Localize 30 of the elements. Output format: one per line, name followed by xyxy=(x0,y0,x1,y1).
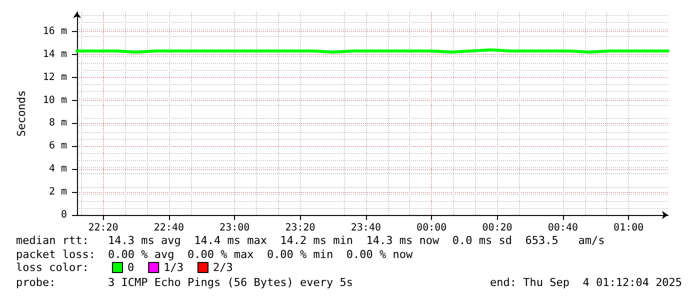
text: loss color: xyxy=(16,261,89,274)
y-tick-label: 16 m xyxy=(42,26,67,37)
legend-label: 1/3 xyxy=(164,261,184,274)
text: 14.3 ms avg 14.4 ms max 14.2 ms min 14.3 ms now 0.0 ms sd 653.5 am/s xyxy=(108,234,605,247)
text: probe: xyxy=(16,276,56,289)
x-tick-label: 00:00 xyxy=(416,222,447,234)
y-tick-label: 0 xyxy=(60,210,67,220)
x-tick-label: 22:20 xyxy=(88,222,118,234)
x-tick-label: 22:40 xyxy=(154,222,184,234)
x-tick-label: 23:00 xyxy=(220,222,250,234)
x-tick-label: 01:00 xyxy=(614,222,644,234)
y-tick-label: 2 m xyxy=(48,186,67,198)
text: 0.00 % avg 0.00 % max 0.00 % min 0.00 % now xyxy=(108,248,414,261)
y-tick-label: 6 m xyxy=(48,140,67,152)
text: median rtt: xyxy=(16,234,89,247)
x-tick-label: 23:40 xyxy=(350,222,381,234)
text: 3 ICMP Echo Pings (56 Bytes) every 5s xyxy=(108,276,354,289)
y-tick-label: 10 m xyxy=(42,94,67,106)
x-tick-label: 00:40 xyxy=(548,222,578,234)
y-axis-title: Seconds xyxy=(15,90,28,137)
text: end: Thu Sep 4 01:12:04 2025 xyxy=(490,276,682,289)
y-tick-label: 4 m xyxy=(48,164,67,175)
y-tick-label: 12 m xyxy=(42,72,67,83)
x-tick-label: 23:20 xyxy=(285,222,316,234)
legend-label: 2/3 xyxy=(212,261,233,274)
legend-label: 0 xyxy=(128,261,134,274)
y-tick-label: 8 m xyxy=(48,118,67,129)
x-tick-label: 00:20 xyxy=(482,222,512,234)
text: packet loss: xyxy=(16,248,96,261)
y-tick-label: 14 m xyxy=(42,48,67,60)
